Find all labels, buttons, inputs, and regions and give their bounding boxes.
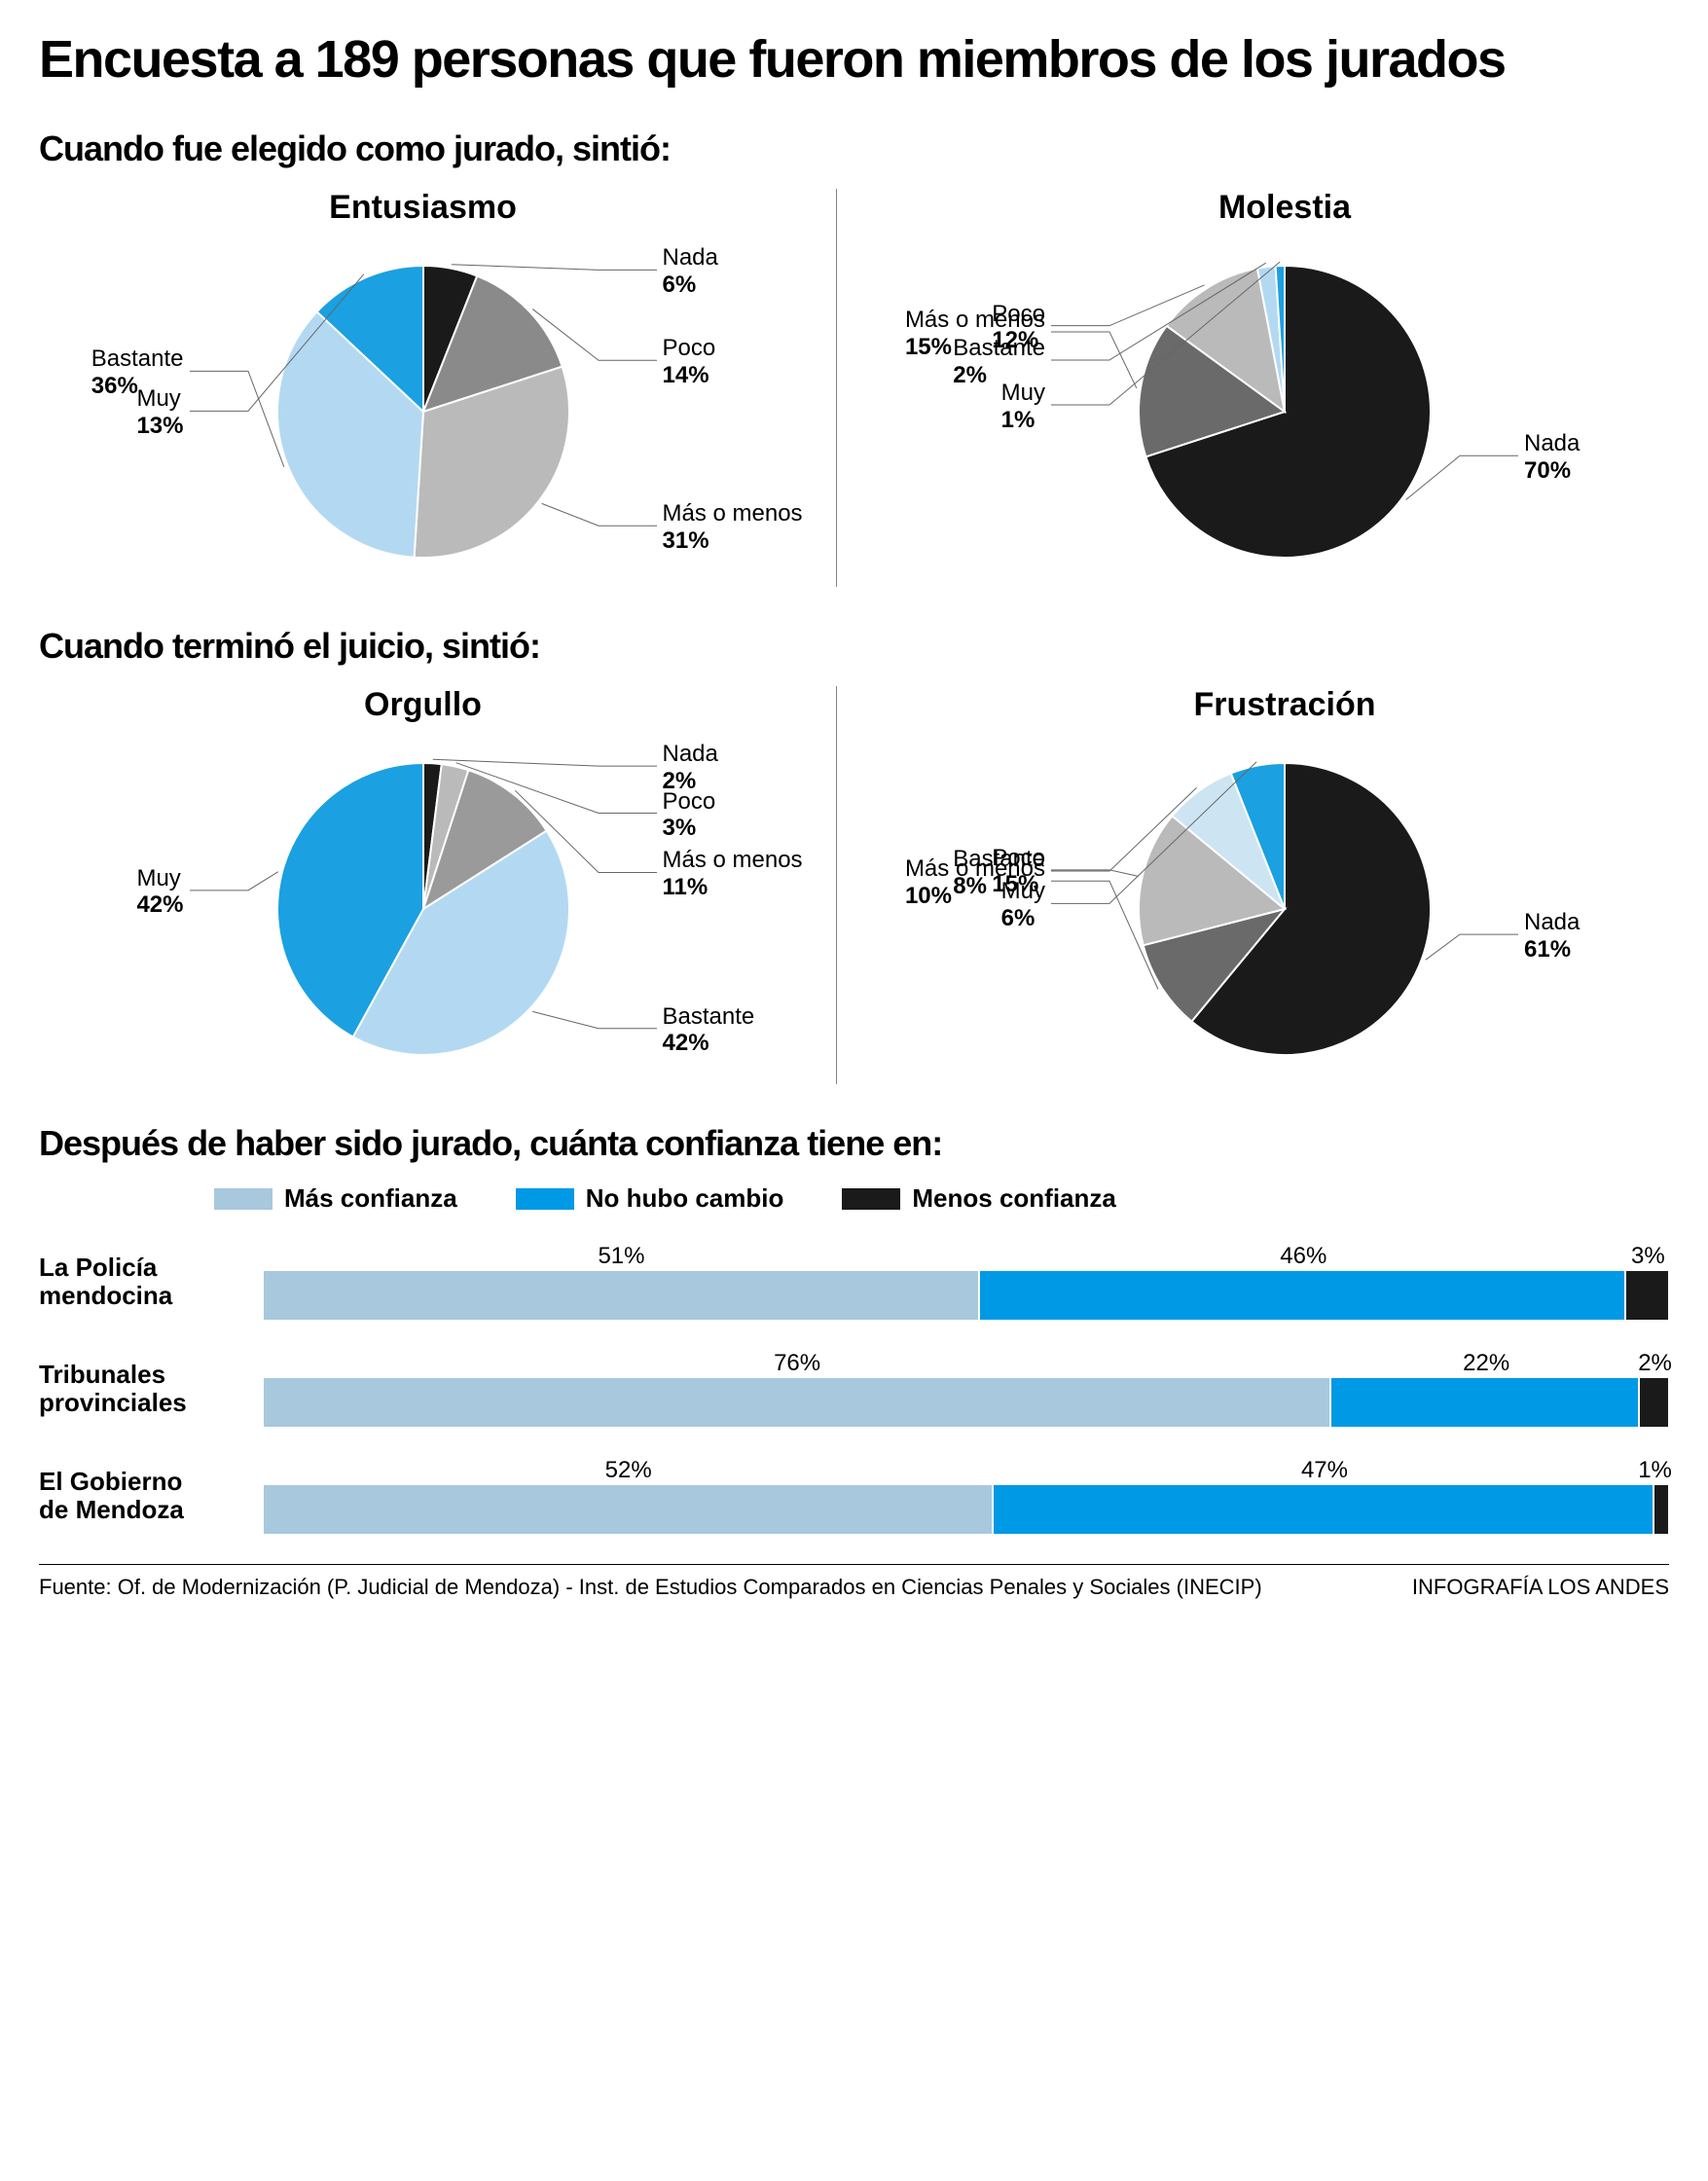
footer-source: Fuente: Of. de Modernización (P. Judicia… [39,1575,1262,1600]
bar-segment [1654,1485,1668,1534]
pie-label-poco: Poco3% [663,788,716,842]
leader-line [1406,455,1518,499]
leader-line [451,265,656,271]
stacked-bar [263,1484,1669,1535]
section3-title: Después de haber sido jurado, cuánta con… [39,1123,1669,1164]
segment-value: 47% [1301,1457,1348,1484]
stack-row: La Policíamendocina 51% 46% 3% [39,1243,1669,1321]
pie-label-muy: Muy42% [136,865,183,919]
pie-title: Orgullo [39,686,807,724]
segment-value: 51% [598,1243,644,1270]
pie-row-2: Orgullo Nada2%Poco3%Más o menos11% Bastan… [39,686,1669,1084]
legend-label: No hubo cambio [586,1183,784,1214]
bar-wrap: 76% 22% 2% [263,1350,1669,1428]
bar-segment [1626,1271,1668,1320]
bar-segment [1331,1378,1640,1427]
pie-row-1: Entusiasmo Nada6%Poco14%Más o menos31%Ba… [39,189,1669,587]
segment-value: 52% [605,1457,652,1484]
legend-item: Menos confianza [842,1183,1115,1214]
bar-segment [980,1271,1626,1320]
leader-line [532,1011,657,1028]
bar-value-labels: 76% 22% 2% [263,1350,1669,1377]
pie-label-muy: Muy1% [1001,380,1045,433]
legend-item: Más confianza [214,1183,457,1214]
legend-swatch [516,1188,574,1210]
legend-item: No hubo cambio [516,1183,784,1214]
pie-title: Frustración [900,686,1669,724]
bar-segment [264,1378,1331,1427]
bar-value-labels: 52% 47% 1% [263,1457,1669,1484]
bar-segment [264,1271,980,1320]
pie-panel-frustracion: Frustración Nada61%Más o menos10%Poco15%… [871,686,1669,1084]
pie-title: Entusiasmo [39,189,807,227]
pie-label-nada: Nada70% [1524,430,1580,484]
bar-segment [264,1485,994,1534]
pie-title: Molestia [900,189,1669,227]
pie-label-nada: Nada6% [663,244,718,298]
row-label: Tribunalesprovinciales [39,1361,263,1416]
pie-label-bastante: Bastante42% [663,1003,755,1057]
bar-segment [994,1485,1653,1534]
stack-rows: La Policíamendocina 51% 46% 3% Tribunalespro… [39,1243,1669,1535]
footer-credit: INFOGRAFÍA LOS ANDES [1412,1575,1669,1600]
leader-line [1426,934,1518,960]
row-label: La Policíamendocina [39,1254,263,1309]
segment-value: 22% [1463,1350,1509,1377]
legend-swatch [842,1188,900,1210]
stack-row: Tribunalesprovinciales 76% 22% 2% [39,1350,1669,1428]
pie-label-nada: Nada61% [1524,909,1580,963]
main-title: Encuesta a 189 personas que fueron miemb… [39,29,1669,90]
bar-wrap: 51% 46% 3% [263,1243,1669,1321]
pie-label-mas_o_menos: Más o menos31% [663,500,803,554]
pie-label-mas_o_menos: Más o menos11% [663,847,803,900]
bar-segment [1640,1378,1668,1427]
pie-label-muy: Muy6% [1001,878,1045,931]
segment-value: 3% [1631,1243,1665,1270]
segment-value: 2% [1638,1350,1672,1377]
bar-value-labels: 51% 46% 3% [263,1243,1669,1270]
stack-legend: Más confianza No hubo cambio Menos confian… [214,1183,1669,1214]
footer: Fuente: Of. de Modernización (P. Judicia… [39,1564,1669,1600]
pie-panel-entusiasmo: Entusiasmo Nada6%Poco14%Más o menos31%Ba… [39,189,837,587]
pie-panel-orgullo: Orgullo Nada2%Poco3%Más o menos11% Bastan… [39,686,837,1084]
leader-line [541,503,656,526]
leader-line [190,872,278,891]
legend-label: Menos confianza [912,1183,1115,1214]
legend-label: Más confianza [284,1183,457,1214]
section1-title: Cuando fue elegido como jurado, sintió: [39,128,1669,169]
segment-value: 1% [1638,1457,1672,1484]
stack-row: El Gobiernode Mendoza 52% 47% 1% [39,1457,1669,1535]
stacked-bar [263,1377,1669,1428]
leader-line [432,759,656,766]
legend-swatch [214,1188,273,1210]
pie-label-muy: Muy13% [136,385,183,439]
stacked-bar [263,1270,1669,1321]
segment-value: 76% [774,1350,820,1377]
bar-wrap: 52% 47% 1% [263,1457,1669,1535]
section2-title: Cuando terminó el juicio, sintió: [39,626,1669,667]
pie-label-nada: Nada2% [663,741,718,794]
row-label: El Gobiernode Mendoza [39,1468,263,1523]
pie-panel-molestia: Molestia Nada70%Más o menos15%Poco12%Bas… [871,189,1669,587]
pie-label-poco: Poco14% [663,335,716,388]
segment-value: 46% [1280,1243,1326,1270]
